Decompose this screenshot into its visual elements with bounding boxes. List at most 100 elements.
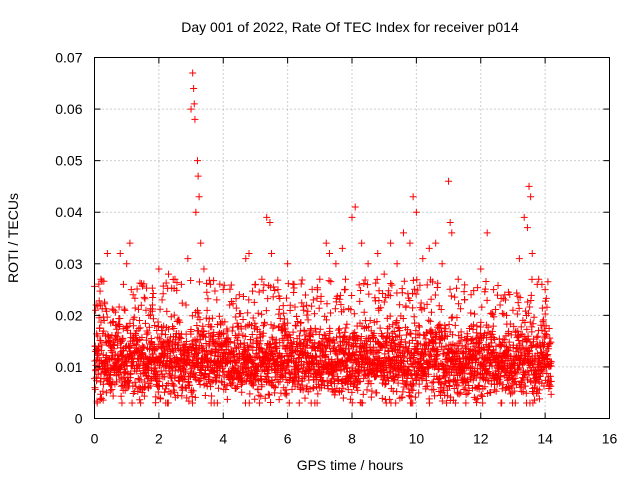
- data-point: [516, 294, 524, 302]
- data-point: [99, 387, 107, 395]
- data-point: [94, 354, 102, 362]
- data-point: [527, 378, 535, 386]
- data-point: [454, 382, 462, 390]
- data-point: [440, 384, 448, 392]
- data-point: [137, 399, 145, 407]
- data-point: [348, 388, 356, 396]
- data-point: [468, 363, 476, 371]
- data-point: [324, 385, 332, 393]
- data-point: [483, 229, 491, 237]
- data-point: [235, 330, 243, 338]
- data-point: [158, 296, 166, 304]
- data-point: [397, 336, 405, 344]
- data-point: [152, 368, 160, 376]
- data-point: [226, 338, 234, 346]
- data-point: [133, 285, 141, 293]
- data-point: [142, 306, 150, 314]
- data-point: [382, 338, 390, 346]
- data-point: [412, 334, 420, 342]
- data-point: [481, 329, 489, 337]
- data-point: [437, 324, 445, 332]
- data-point: [189, 69, 197, 77]
- data-point: [215, 312, 223, 320]
- data-point: [132, 341, 140, 349]
- data-point: [319, 378, 327, 386]
- x-tick-label: 8: [348, 431, 356, 447]
- data-point: [126, 319, 134, 327]
- data-point: [155, 265, 163, 273]
- data-point: [196, 316, 204, 324]
- data-point: [457, 389, 465, 397]
- data-point: [357, 332, 365, 340]
- data-point: [233, 383, 241, 391]
- data-point: [394, 379, 402, 387]
- data-point: [107, 387, 115, 395]
- data-point: [495, 335, 503, 343]
- data-point: [428, 328, 436, 336]
- data-point: [308, 302, 316, 310]
- x-tick-label: 10: [409, 431, 425, 447]
- data-point: [535, 275, 543, 283]
- data-point: [469, 325, 477, 333]
- data-point: [434, 348, 442, 356]
- data-point: [196, 278, 204, 286]
- data-point: [232, 295, 240, 303]
- data-point: [536, 395, 544, 403]
- data-point: [237, 310, 245, 318]
- data-point: [385, 323, 393, 331]
- data-point: [518, 377, 526, 385]
- data-point: [219, 286, 227, 294]
- data-point: [249, 287, 257, 295]
- data-point: [237, 340, 245, 348]
- y-tick-label: 0: [75, 411, 83, 427]
- data-point: [156, 305, 164, 313]
- data-point: [428, 379, 436, 387]
- data-point: [95, 297, 103, 305]
- data-point: [309, 384, 317, 392]
- data-point: [210, 277, 218, 285]
- data-point: [384, 347, 392, 355]
- data-point: [509, 306, 517, 314]
- data-point: [269, 335, 277, 343]
- data-point: [330, 346, 338, 354]
- data-point: [547, 382, 555, 390]
- data-point: [507, 331, 515, 339]
- data-point: [367, 380, 375, 388]
- data-point: [541, 310, 549, 318]
- data-point: [544, 351, 552, 359]
- data-point: [369, 343, 377, 351]
- data-point: [377, 304, 385, 312]
- data-point: [273, 357, 281, 365]
- data-point: [544, 278, 552, 286]
- data-point: [343, 320, 351, 328]
- data-point: [268, 333, 276, 341]
- data-point: [116, 314, 124, 322]
- data-point: [200, 328, 208, 336]
- data-point: [176, 318, 184, 326]
- data-point: [246, 390, 254, 398]
- data-point: [448, 229, 456, 237]
- data-point: [363, 350, 371, 358]
- data-point: [108, 305, 116, 313]
- data-point: [503, 376, 511, 384]
- data-point: [316, 275, 324, 283]
- data-point: [490, 313, 498, 321]
- data-point: [127, 369, 135, 377]
- data-point: [167, 362, 175, 370]
- data-point: [249, 380, 257, 388]
- data-point: [179, 383, 187, 391]
- data-point: [215, 372, 223, 380]
- data-point: [123, 260, 131, 268]
- data-point: [419, 255, 427, 263]
- data-point: [161, 331, 169, 339]
- data-point: [361, 276, 369, 284]
- data-point: [513, 370, 521, 378]
- data-point: [141, 295, 149, 303]
- data-point: [316, 325, 324, 333]
- data-point: [539, 368, 547, 376]
- data-point: [547, 338, 555, 346]
- data-point: [368, 387, 376, 395]
- data-point: [546, 334, 554, 342]
- data-point: [134, 346, 142, 354]
- data-point: [412, 290, 420, 298]
